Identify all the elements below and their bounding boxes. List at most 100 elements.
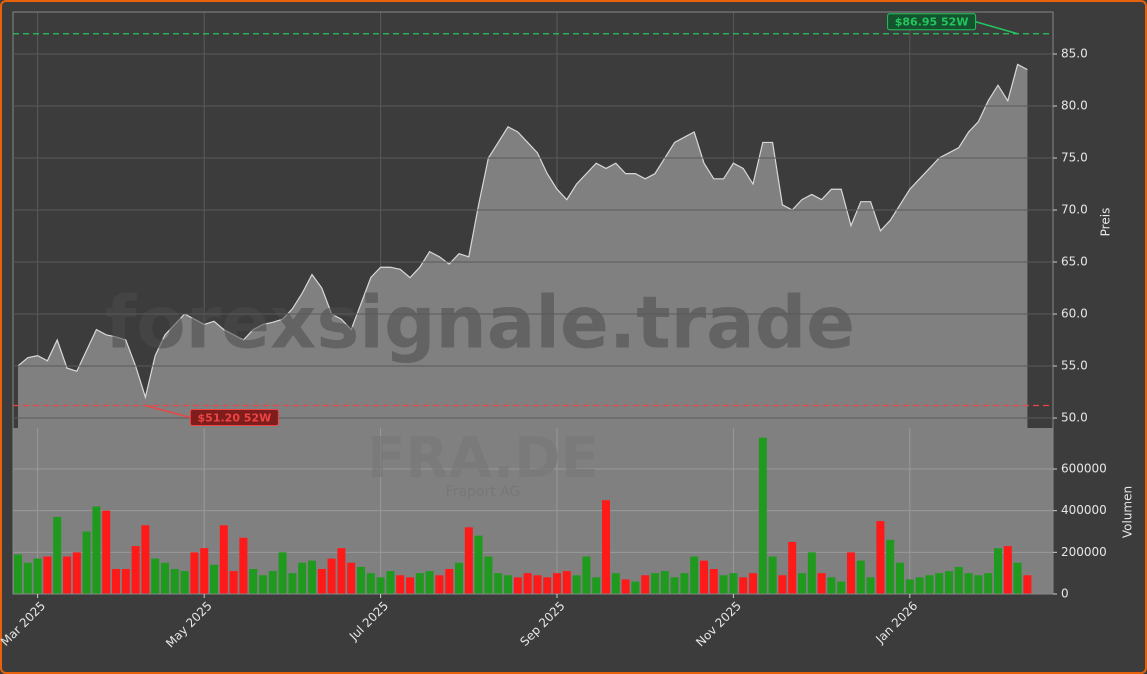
volume-bar bbox=[592, 577, 601, 594]
volume-bar bbox=[602, 500, 610, 594]
volume-bar bbox=[190, 552, 199, 594]
annotation-label: $51.20 52W bbox=[198, 412, 272, 425]
watermark: forexsignale.trade bbox=[105, 281, 855, 365]
volume-bar bbox=[670, 577, 679, 594]
volume-bar bbox=[1003, 546, 1012, 594]
y-tick-label: 60.0 bbox=[1061, 307, 1088, 321]
volume-bar bbox=[63, 556, 71, 594]
volume-bar bbox=[945, 571, 953, 594]
volume-bar bbox=[82, 531, 91, 594]
y-tick-label: 70.0 bbox=[1061, 203, 1088, 217]
annotation-arrow bbox=[975, 21, 1018, 35]
volume-bar bbox=[268, 571, 277, 594]
volume-bar bbox=[33, 558, 42, 594]
volume-bar bbox=[425, 571, 434, 594]
y2-tick-label: 600000 bbox=[1061, 462, 1107, 476]
x-tick-label: Jul 2025 bbox=[346, 599, 391, 644]
volume-bar bbox=[719, 575, 728, 594]
volume-bar bbox=[415, 573, 424, 594]
y-axis-label: Preis bbox=[1099, 208, 1113, 237]
volume-bar bbox=[631, 581, 640, 594]
volume-bar bbox=[161, 562, 169, 594]
volume-bar bbox=[170, 569, 179, 594]
y-tick-label: 75.0 bbox=[1061, 151, 1088, 165]
volume-bar bbox=[680, 573, 689, 594]
volume-bar bbox=[935, 573, 944, 594]
volume-bar bbox=[366, 573, 375, 594]
volume-bar bbox=[239, 537, 248, 594]
volume-bar bbox=[455, 562, 463, 594]
volume-bar bbox=[964, 573, 973, 594]
volume-bar bbox=[729, 573, 738, 594]
x-tick-label: Nov 2025 bbox=[693, 599, 744, 650]
volume-bar bbox=[611, 573, 620, 594]
volume-bar bbox=[641, 575, 650, 594]
volume-bar bbox=[200, 548, 209, 594]
volume-bar bbox=[327, 558, 336, 594]
volume-bar bbox=[464, 527, 473, 594]
price-area bbox=[18, 64, 1028, 428]
y-tick-label: 50.0 bbox=[1061, 411, 1088, 425]
volume-bar bbox=[406, 577, 414, 594]
volume-bar bbox=[896, 562, 904, 594]
volume-bar bbox=[690, 556, 699, 594]
volume-bar bbox=[92, 506, 101, 594]
volume-bar bbox=[386, 571, 395, 594]
annotation-label: $86.95 52W bbox=[895, 16, 969, 29]
volume-bar bbox=[660, 571, 669, 594]
volume-bar bbox=[905, 579, 914, 594]
volume-bar bbox=[1013, 562, 1022, 594]
volume-bar bbox=[974, 575, 983, 594]
volume-bar bbox=[14, 554, 22, 594]
volume-bar bbox=[308, 560, 316, 594]
volume-bar bbox=[112, 569, 120, 594]
volume-bar bbox=[807, 552, 816, 594]
volume-bar bbox=[866, 577, 875, 594]
volume-bar bbox=[749, 573, 757, 594]
volume-bar bbox=[847, 552, 855, 594]
volume-bar bbox=[523, 573, 532, 594]
volume-bar bbox=[298, 562, 307, 594]
volume-bar bbox=[798, 573, 806, 594]
volume-bar bbox=[984, 573, 993, 594]
volume-bar bbox=[43, 556, 52, 594]
volume-bar bbox=[886, 539, 895, 594]
volume-bar bbox=[543, 577, 552, 594]
volume-bar bbox=[700, 560, 708, 594]
volume-bar bbox=[582, 556, 591, 594]
y2-tick-label: 200000 bbox=[1061, 545, 1107, 559]
volume-bar bbox=[562, 571, 571, 594]
y-tick-label: 65.0 bbox=[1061, 255, 1088, 269]
volume-bar bbox=[288, 573, 297, 594]
volume-bar bbox=[376, 577, 385, 594]
volume-bar bbox=[856, 560, 865, 594]
volume-bar bbox=[180, 571, 189, 594]
y2-tick-label: 0 bbox=[1061, 587, 1069, 601]
y-tick-label: 85.0 bbox=[1061, 47, 1088, 61]
volume-bar bbox=[445, 569, 454, 594]
volume-bar bbox=[513, 577, 522, 594]
volume-bar bbox=[778, 575, 787, 594]
volume-bar bbox=[259, 575, 267, 594]
volume-bar bbox=[347, 562, 356, 594]
volume-bar bbox=[817, 573, 826, 594]
volume-bar bbox=[572, 575, 581, 594]
annotation-arrow bbox=[145, 404, 191, 419]
volume-bar bbox=[278, 552, 287, 594]
y2-tick-label: 400000 bbox=[1061, 503, 1107, 517]
volume-bar bbox=[621, 579, 630, 594]
volume-bar bbox=[994, 548, 1002, 594]
x-tick-label: Jan 2026 bbox=[872, 599, 920, 647]
y-tick-label: 55.0 bbox=[1061, 359, 1088, 373]
price-line bbox=[17, 63, 1028, 400]
volume-bar bbox=[131, 546, 140, 594]
volume-bar bbox=[533, 575, 542, 594]
volume-bar bbox=[435, 575, 444, 594]
volume-bar bbox=[827, 577, 836, 594]
volume-bar bbox=[915, 577, 924, 594]
volume-bar bbox=[553, 573, 561, 594]
volume-bar bbox=[53, 516, 62, 594]
volume-bar bbox=[121, 569, 130, 594]
volume-bar bbox=[396, 575, 405, 594]
